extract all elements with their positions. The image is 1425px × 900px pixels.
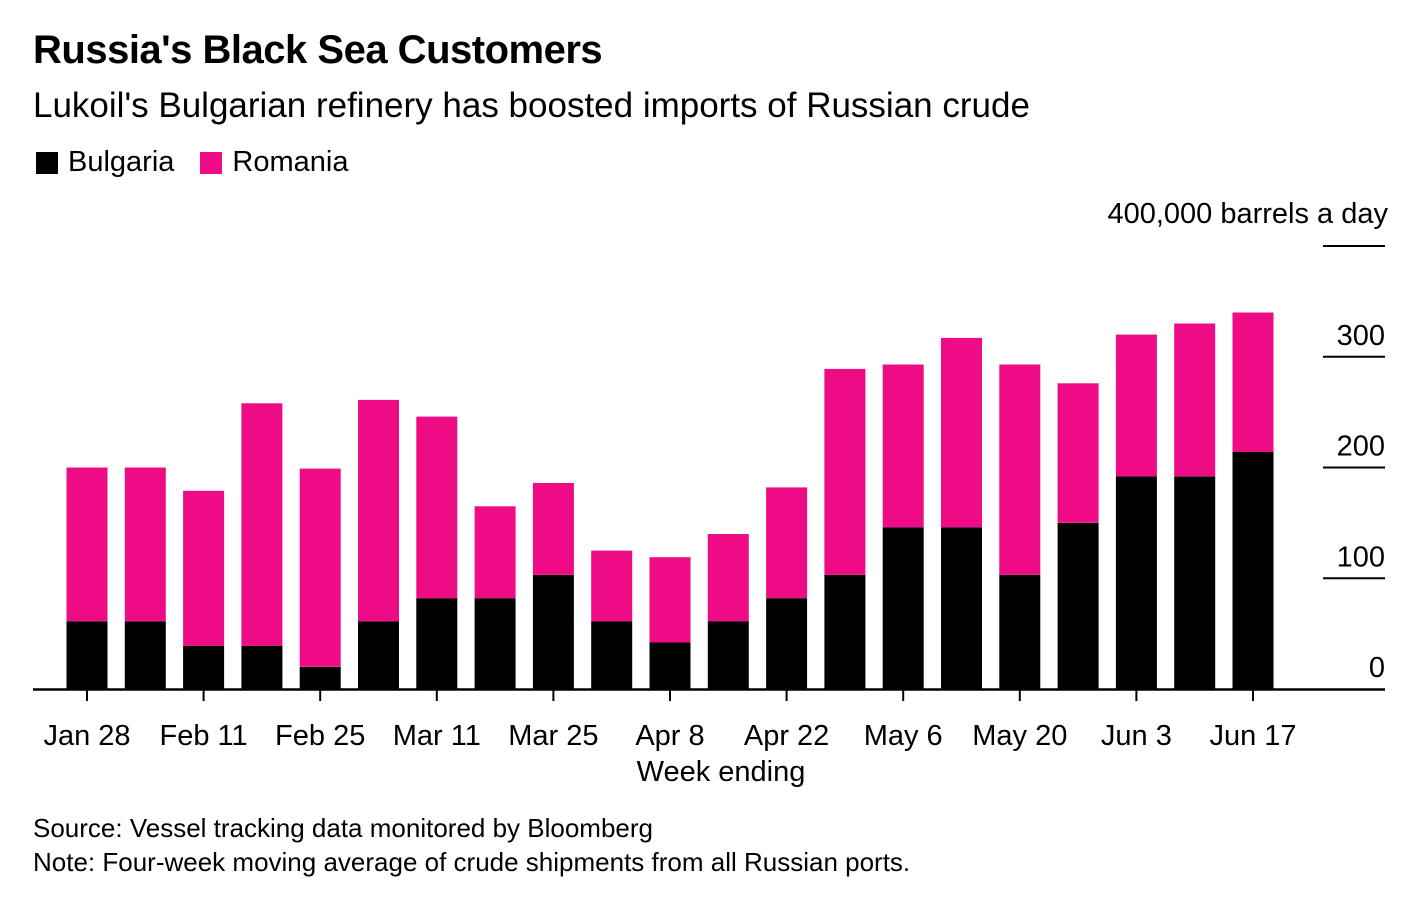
legend-swatch-romania [200, 151, 223, 174]
source-note: Source: Vessel tracking data monitored b… [33, 813, 654, 843]
bar-romania-10 [649, 557, 691, 643]
bar-romania-11 [707, 534, 749, 622]
x-tick-label-6: Apr 22 [744, 720, 829, 752]
y-tick-label-300: 300 [1337, 320, 1385, 352]
bar-romania-4 [299, 468, 341, 667]
x-tick-label-0: Jan 28 [43, 720, 130, 752]
bar-romania-16 [999, 364, 1041, 575]
bar-bulgaria-2 [183, 645, 225, 689]
bar-romania-17 [1057, 383, 1099, 523]
x-tick-label-4: Mar 25 [508, 720, 598, 752]
bar-bulgaria-0 [66, 621, 108, 689]
bar-romania-15 [941, 337, 982, 528]
x-tick-label-5: Apr 8 [635, 720, 704, 752]
bar-bulgaria-15 [941, 527, 982, 689]
bar-romania-9 [591, 550, 633, 622]
bar-romania-19 [1174, 323, 1216, 477]
bar-bulgaria-8 [532, 574, 574, 689]
x-tick-label-1: Feb 11 [160, 720, 248, 752]
y-tick-label-100: 100 [1337, 541, 1385, 573]
chart-title: Russia's Black Sea Customers [33, 28, 603, 72]
x-axis-title: Week ending [636, 756, 806, 788]
bar-bulgaria-6 [416, 598, 458, 689]
bar-romania-13 [824, 368, 866, 575]
bar-romania-1 [124, 467, 166, 622]
bar-bulgaria-17 [1057, 522, 1099, 689]
x-tick-label-7: May 6 [864, 720, 943, 752]
bar-romania-2 [183, 490, 225, 646]
bar-romania-6 [416, 416, 458, 599]
legend-label-romania: Romania [232, 146, 349, 178]
bar-romania-7 [474, 506, 516, 599]
chart-subtitle: Lukoil's Bulgarian refinery has boosted … [33, 86, 1030, 125]
y-axis-unit-label: 400,000 barrels a day [1107, 198, 1388, 230]
bar-romania-8 [532, 483, 574, 575]
bar-bulgaria-4 [299, 666, 341, 689]
bar-bulgaria-7 [474, 598, 516, 689]
bar-romania-18 [1115, 334, 1157, 477]
bar-bulgaria-1 [124, 621, 166, 689]
x-tick-label-9: Jun 3 [1101, 720, 1172, 752]
x-tick-label-2: Feb 25 [275, 720, 365, 752]
bar-bulgaria-18 [1115, 476, 1157, 689]
bar-bulgaria-3 [241, 645, 283, 689]
bar-bulgaria-10 [649, 642, 691, 689]
x-tick-label-8: May 20 [972, 720, 1067, 752]
legend-swatch-bulgaria [36, 151, 58, 174]
legend: Bulgaria Romania [36, 146, 374, 179]
bar-bulgaria-19 [1174, 476, 1216, 689]
bar-bulgaria-14 [882, 527, 924, 689]
bar-bulgaria-12 [766, 598, 808, 689]
bar-romania-14 [882, 364, 924, 528]
bar-bulgaria-16 [999, 574, 1041, 689]
bar-bulgaria-5 [358, 621, 399, 689]
y-tick-label-200: 200 [1337, 431, 1385, 463]
bar-romania-12 [766, 487, 808, 599]
x-tick-label-10: Jun 17 [1209, 720, 1296, 752]
legend-item-romania: Romania [200, 146, 348, 179]
bar-romania-20 [1232, 312, 1274, 452]
bar-bulgaria-11 [707, 621, 749, 689]
bar-bulgaria-20 [1232, 452, 1274, 689]
bar-romania-3 [241, 403, 283, 646]
bar-romania-5 [358, 399, 399, 622]
y-tick-label-0: 0 [1369, 652, 1385, 684]
bar-romania-0 [66, 467, 108, 622]
legend-item-bulgaria: Bulgaria [36, 146, 174, 179]
footnote: Note: Four-week moving average of crude … [33, 847, 911, 877]
x-tick-label-3: Mar 11 [393, 720, 481, 752]
bar-bulgaria-9 [591, 621, 633, 689]
legend-label-bulgaria: Bulgaria [68, 146, 175, 178]
bar-bulgaria-13 [824, 574, 866, 689]
